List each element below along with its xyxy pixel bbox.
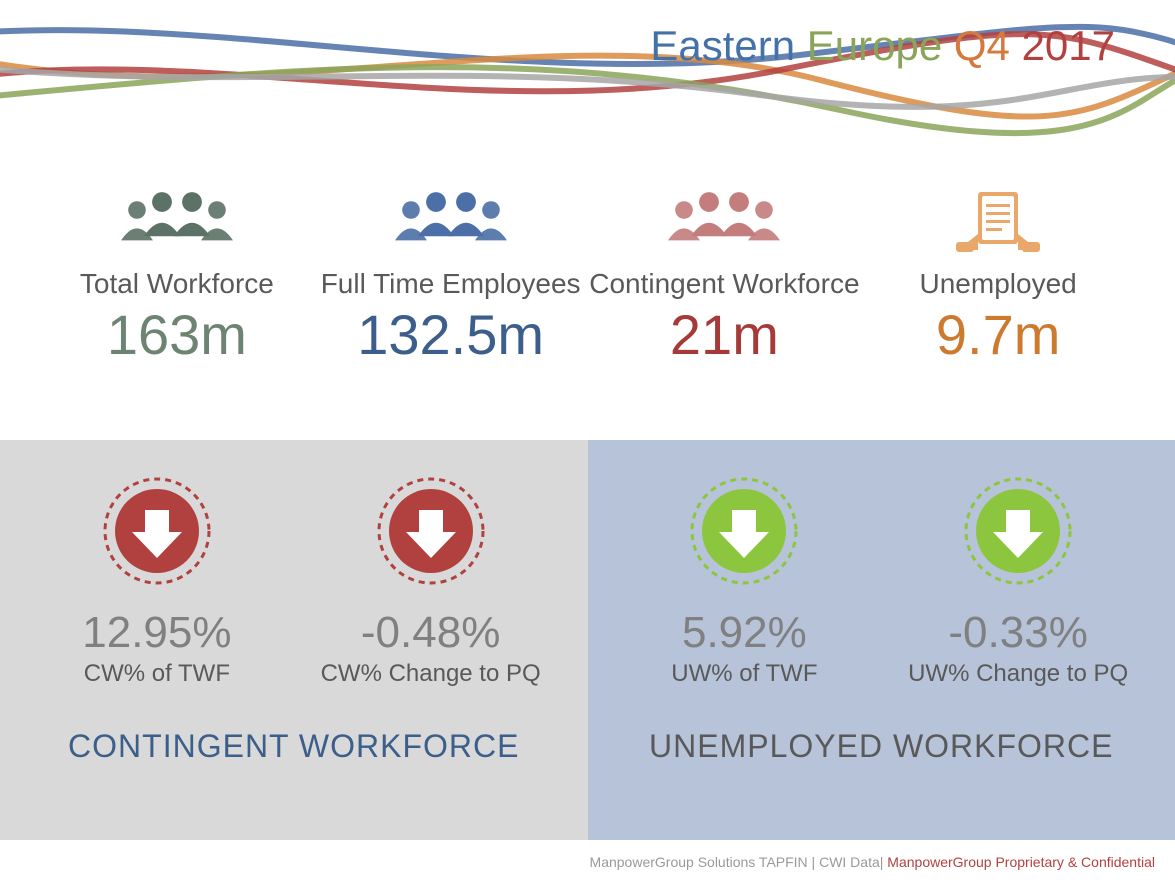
panel-contingent: 12.95% CW% of TWF -0.48% CW% Change to P… [0, 440, 588, 840]
footer: ManpowerGroup Solutions TAPFIN | CWI Dat… [590, 854, 1155, 870]
title-word-2: Europe [807, 22, 942, 69]
panel-title: UNEMPLOYED WORKFORCE [649, 728, 1113, 765]
title-word-4: 2017 [1022, 22, 1115, 69]
arrow-down-icon [376, 476, 486, 586]
metric-value: -0.48% [294, 608, 568, 658]
stat-value: 9.7m [861, 302, 1135, 367]
stat-label: Full Time Employees [314, 268, 588, 300]
stat-value: 132.5m [314, 302, 588, 367]
stat-value: 21m [588, 302, 862, 367]
stat-label: Unemployed [861, 268, 1135, 300]
people-group-icon [588, 170, 862, 260]
people-group-icon [40, 170, 314, 260]
metric-value: 12.95% [20, 608, 294, 658]
page-title: Eastern Europe Q4 2017 [650, 22, 1115, 70]
stat-card-fulltime: Full Time Employees 132.5m [314, 170, 588, 367]
metric-label: CW% of TWF [20, 660, 294, 688]
metric-value: 5.92% [608, 608, 882, 658]
metric-row: 5.92% UW% of TWF -0.33% UW% Change to PQ [608, 476, 1156, 688]
metric-cw-of-twf: 12.95% CW% of TWF [20, 476, 294, 688]
stat-card-total: Total Workforce 163m [40, 170, 314, 367]
metric-label: UW% of TWF [608, 660, 882, 688]
panel-title: CONTINGENT WORKFORCE [68, 728, 519, 765]
stat-value: 163m [40, 302, 314, 367]
header-waves [0, 0, 1175, 140]
arrow-down-icon [963, 476, 1073, 586]
footer-text: ManpowerGroup Solutions TAPFIN | CWI Dat… [590, 854, 888, 870]
footer-confidential: ManpowerGroup Proprietary & Confidential [887, 854, 1155, 870]
metric-cw-change-pq: -0.48% CW% Change to PQ [294, 476, 568, 688]
panel-unemployed: 5.92% UW% of TWF -0.33% UW% Change to PQ… [588, 440, 1175, 840]
people-group-icon [314, 170, 588, 260]
clipboard-hands-icon [861, 170, 1135, 260]
metric-uw-change-pq: -0.33% UW% Change to PQ [881, 476, 1155, 688]
arrow-down-icon [102, 476, 212, 586]
arrow-down-icon [689, 476, 799, 586]
title-word-3: Q4 [954, 22, 1010, 69]
stat-label: Contingent Workforce [588, 268, 862, 300]
stat-card-contingent: Contingent Workforce 21m [588, 170, 862, 367]
metric-label: CW% Change to PQ [294, 660, 568, 688]
stats-row: Total Workforce 163m Full Time Employees… [0, 170, 1175, 367]
metric-label: UW% Change to PQ [881, 660, 1155, 688]
metric-value: -0.33% [881, 608, 1155, 658]
stat-card-unemployed: Unemployed 9.7m [861, 170, 1135, 367]
stat-label: Total Workforce [40, 268, 314, 300]
metric-uw-of-twf: 5.92% UW% of TWF [608, 476, 882, 688]
title-word-1: Eastern [650, 22, 795, 69]
panels: 12.95% CW% of TWF -0.48% CW% Change to P… [0, 440, 1175, 840]
metric-row: 12.95% CW% of TWF -0.48% CW% Change to P… [20, 476, 568, 688]
